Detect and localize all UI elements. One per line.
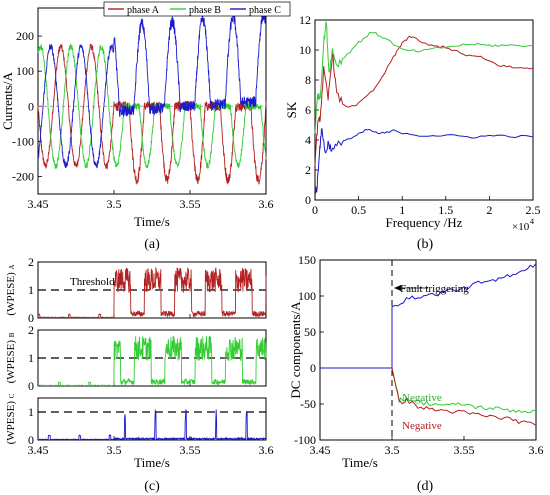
panel-b-ytick-label: 0 [305,193,311,207]
panel-d-ylabel: DC components/A [288,301,303,399]
panel-c-ylabel: (WPESE) C [5,393,17,444]
panel-b-ytick-label: 12 [299,13,311,27]
panel-label: (b) [417,237,434,252]
panel-c2-ytick-label: 2 [28,323,34,337]
panel-c-ylabel-sub: A [8,264,16,269]
panel-c1-ytick-label: 2 [28,255,34,269]
panel-c3-ytick-label: 1 [28,405,34,419]
panel-a-axes: 3.45 3.5 3.55 3.6 -200 -100 0 100 200 [12,7,274,211]
panel-b-ytick-label: 4 [305,133,311,147]
panel-a-legend-entry: phase A [127,5,160,16]
panel-c3-xtick-label: 3.45 [28,443,49,457]
panel-d-xlabel: Time/s [342,455,378,470]
panel-b-ytick-label: 8 [305,73,311,87]
panel-a-legend-entry: phase B [189,5,221,16]
panel-a-series-line [37,43,267,185]
panel-d-ytick-label: 100 [298,289,316,303]
panel-d-negative-red-label: Negative [402,420,442,432]
panel-d-ytick-label: 150 [298,253,316,267]
panel-a-xtick-label: 3.6 [259,197,274,211]
panel-d-xtick-label: 3.5 [385,443,400,457]
panel-label: (d) [417,479,434,494]
panel-c1-ytick-label: 0 [28,311,34,325]
panel-a-series-line [37,11,267,169]
panel-c3-xtick-label: 3.6 [259,443,274,457]
panel-c2-axes: 0 1 2 [28,323,267,393]
panel-b-xtick-label: 2 [486,203,492,217]
panel-d-series-line [391,367,537,427]
panel-a-ytick-label: 100 [16,64,34,78]
panel-a-xtick-label: 3.5 [107,197,122,211]
panel-c3-ytick-label: 0 [28,433,34,447]
panel-a-legend-entry: phase C [249,5,281,16]
panel-b-xtick-label: 0 [312,203,318,217]
panel-c3-xtick-label: 3.5 [107,443,122,457]
panel-b-series-line [314,21,534,133]
panel-b-axes: 0 0.5 1 1.5 2 2.5 0 2 4 6 8 10 12 [299,13,541,217]
panel-a-ytick-label: -200 [12,169,34,183]
panel-a-xtick-label: 3.45 [28,197,49,211]
panel-a-ytick-label: 200 [16,29,34,43]
panel-b-xtick-label: 2.5 [526,203,541,217]
panel-d-ytick-label: -50 [300,397,316,411]
panel-c-ylabel-sub: B [8,332,16,337]
panel-d-ytick-label: 50 [304,325,316,339]
panel-d-negative-green-label: Negative [402,392,442,404]
panel-b-x-multiplier-exp: 4 [530,217,534,226]
panel-c3-frame [37,397,267,441]
panel-d-xtick-label: 3.55 [454,443,475,457]
panel-c-xlabel: Time/s [134,455,170,470]
panel-d-ytick-label: 0 [310,361,316,375]
panel-d-xtick-label: 3.6 [529,443,544,457]
panel-b-ytick-label: 2 [305,163,311,177]
panel-c-ylabel: (WPESE) B [5,332,17,383]
panel-b-xtick-label: 0.5 [351,203,366,217]
panel-b-ytick-label: 10 [299,43,311,57]
panel-c-ylabel-main: (WPESE) [5,269,17,315]
panel-c3-axes: 3.45 3.5 3.55 3.6 0 1 [28,397,274,457]
panel-c-ylabel-main: (WPESE) [5,337,17,383]
panel-d-ytick-label: -100 [294,433,316,447]
panel-a-xtick-label: 3.55 [180,197,201,211]
panel-label: (a) [144,237,160,252]
panel-b-frame [314,19,534,201]
panel-c-ylabel-sub: C [8,393,16,398]
panel-b-xtick-label: 1 [399,203,405,217]
panel-c-series-line [37,335,267,387]
panel-c2-ytick-label: 0 [28,379,34,393]
panel-b-x-multiplier: ×10 [512,221,530,233]
panel-d-series-line [320,263,537,369]
panel-b-ytick-label: 6 [305,103,311,117]
panel-d-fault-label: Fault triggering [400,283,469,295]
panel-b-xlabel: Frequency /Hz [386,215,463,230]
panel-c-ylabel-main: (WPESE) [5,398,17,444]
panel-d-xtick-label: 3.45 [310,443,331,457]
panel-a-legend: phase A phase B phase C [103,1,291,17]
panel-c1-axes: 0 1 2 [28,255,267,325]
panel-c-series-line [37,266,267,319]
panel-b-xtick-label: 1.5 [438,203,453,217]
panel-c3-xtick-label: 3.55 [180,443,201,457]
panel-c-threshold-label: Threshold [70,276,115,288]
panel-d-frame [319,259,537,441]
panel-a-ytick-label: 0 [28,99,34,113]
panel-d-series-line [391,367,537,414]
panel-b-series-line [314,35,534,167]
panel-a-legend-box [103,1,291,17]
panel-c2-ytick-label: 1 [28,351,34,365]
panel-d-fault-arrowhead [394,285,401,291]
panel-d-axes: 3.45 3.5 3.55 3.6 -100 -50 0 50 100 150 [294,253,544,457]
panel-b-series-line [314,128,534,195]
panel-label: (c) [144,479,160,494]
panel-a-ylabel: Currents/A [0,72,15,130]
panel-a-ytick-label: -100 [12,134,34,148]
panel-b-ylabel: SK [284,101,299,118]
panel-a-xlabel: Time/s [134,214,170,229]
panel-c-ylabel: (WPESE) A [5,264,17,315]
panel-c-series-line [37,409,267,442]
panel-c1-ytick-label: 1 [28,283,34,297]
